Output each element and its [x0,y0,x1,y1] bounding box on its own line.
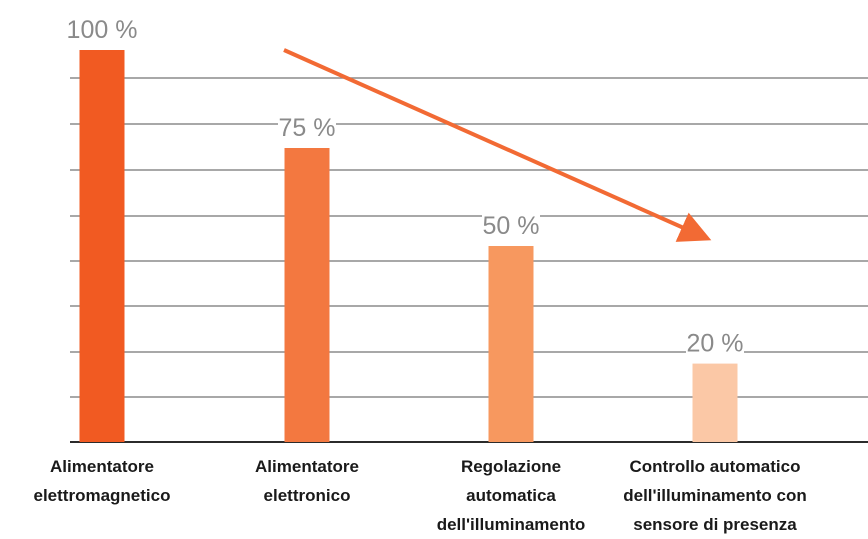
data-label: 75 % [279,114,336,142]
category-label: dell'illuminamento [437,515,586,534]
value-label-background [482,212,540,240]
category-label: Regolazione [461,457,561,476]
value-labels: 100 % 75 % 50 % 20 % [66,16,744,358]
category-label: Alimentatore [50,457,154,476]
bar [284,148,330,442]
bars [79,50,738,442]
data-label: 100 % [67,16,138,44]
data-label: 20 % [687,330,744,358]
bar [79,50,125,442]
category-label: Alimentatore [255,457,359,476]
value-label-background [686,329,744,358]
category-label: Controllo automatico [630,457,801,476]
trend-arrow [283,48,712,242]
category-label: automatica [466,486,556,505]
bar [488,246,534,442]
category-label: elettronico [264,486,351,505]
category-labels: Alimentatore elettromagnetico Alimentatore… [34,457,807,534]
value-label-background [278,114,336,142]
category-label: sensore di presenza [633,515,797,534]
data-label: 50 % [483,212,540,240]
value-label-background [66,16,138,44]
category-label: elettromagnetico [34,486,171,505]
category-label: dell'illuminamento con [623,486,807,505]
bar [692,363,738,442]
